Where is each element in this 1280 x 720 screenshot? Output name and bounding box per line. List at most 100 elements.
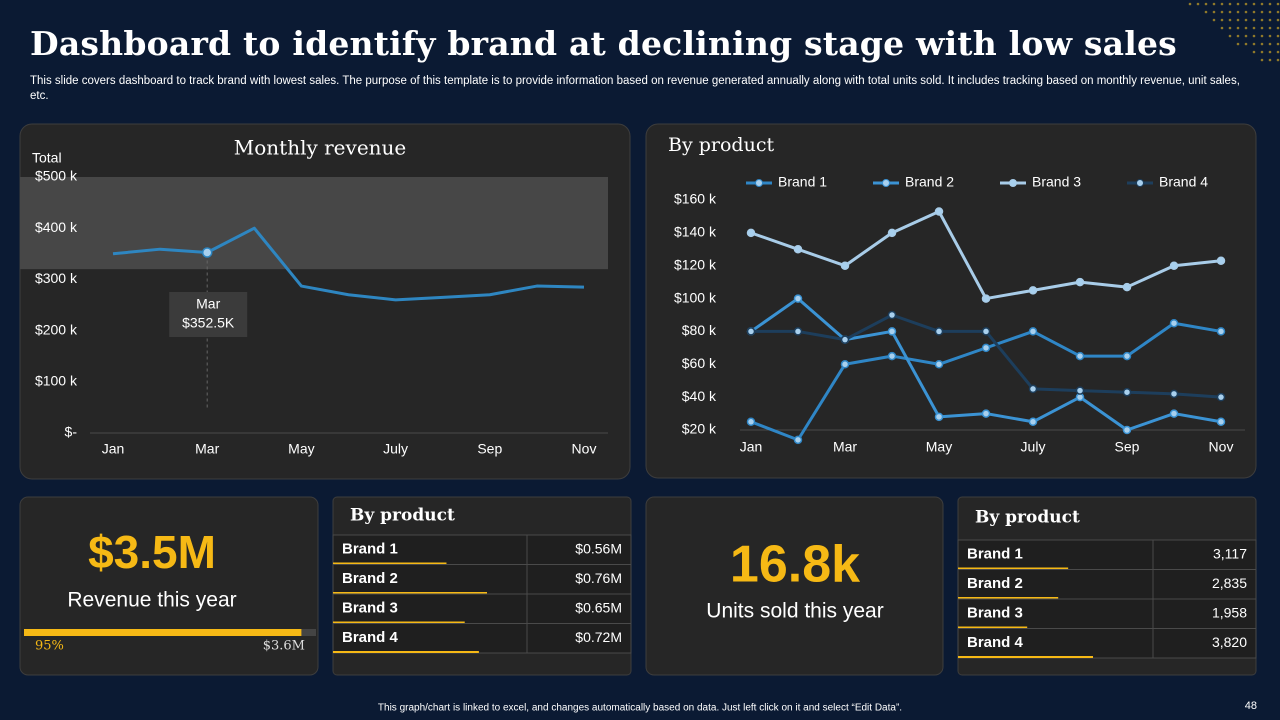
dot	[1244, 18, 1248, 22]
marker	[1028, 384, 1038, 394]
dot	[1268, 34, 1272, 38]
row-bar	[958, 597, 1059, 599]
row-label: Brand 3	[967, 605, 1023, 622]
marker	[887, 327, 897, 336]
marker	[887, 310, 897, 320]
row-bar	[333, 562, 447, 565]
dot	[1236, 2, 1240, 6]
legend-label: Brand 3	[1032, 174, 1081, 190]
dot	[1212, 10, 1216, 14]
y-tick-label: $100 k	[35, 373, 78, 389]
tooltip-value: $352.5K	[182, 315, 235, 331]
row-value: $0.65M	[575, 599, 622, 615]
dot	[1204, 10, 1208, 14]
chart-title: Monthly revenue	[234, 136, 407, 160]
progress-label: 95%	[35, 639, 64, 654]
y-tick-label: $80 k	[682, 322, 717, 338]
marker	[746, 327, 756, 336]
dot	[1268, 18, 1272, 22]
marker	[981, 294, 991, 303]
y-tick-label: $300 k	[35, 270, 78, 286]
x-tick-label: Mar	[195, 441, 219, 457]
title: Dashboard to identify brand at declining…	[30, 24, 1177, 63]
table-cell	[957, 539, 1154, 570]
dot-pattern	[1188, 2, 1280, 62]
marker	[981, 343, 991, 353]
row-label: Brand 1	[967, 546, 1023, 563]
marker	[840, 261, 850, 270]
legend-marker	[882, 179, 890, 187]
dot	[1244, 10, 1248, 14]
marker	[840, 360, 850, 369]
dot	[1228, 26, 1232, 30]
row-value: 2,835	[1212, 575, 1247, 591]
dot	[1236, 34, 1240, 38]
table-cell	[957, 569, 1154, 600]
table-cell	[332, 564, 528, 595]
y-tick-label: $-	[65, 424, 78, 440]
x-tick-label: Sep	[1115, 439, 1140, 455]
marker	[1075, 351, 1085, 361]
dot	[1252, 18, 1256, 22]
marker	[1169, 318, 1179, 328]
marker	[887, 351, 897, 361]
y-tick-label: $60 k	[682, 355, 717, 371]
table-cell	[526, 593, 632, 624]
marker	[934, 327, 944, 336]
dot	[1260, 42, 1264, 46]
marker	[934, 207, 944, 216]
marker	[1122, 351, 1132, 361]
x-tick-label: Nov	[572, 441, 597, 457]
dot	[1276, 18, 1280, 22]
marker	[981, 409, 991, 418]
row-label: Brand 2	[967, 575, 1023, 592]
dot	[1268, 2, 1272, 6]
marker	[1216, 392, 1226, 402]
table-cell	[332, 593, 528, 624]
marker	[1216, 327, 1226, 336]
row-bar	[333, 651, 479, 653]
dot	[1228, 18, 1232, 22]
highlight-marker	[201, 247, 213, 258]
x-tick-label: May	[288, 441, 314, 457]
x-tick-label: Jan	[102, 441, 125, 457]
dot	[1244, 42, 1248, 46]
dot	[1212, 18, 1216, 22]
legend-marker	[1009, 179, 1017, 187]
dot	[1268, 26, 1272, 30]
legend-label: Brand 4	[1159, 174, 1208, 190]
dot	[1260, 2, 1264, 6]
x-tick-label: Sep	[477, 441, 502, 457]
dot	[1252, 50, 1256, 54]
dot	[1252, 34, 1256, 38]
row-bar	[333, 621, 465, 624]
marker	[1028, 286, 1038, 295]
dot	[1228, 2, 1232, 6]
dot	[1236, 10, 1240, 14]
dot	[1268, 42, 1272, 46]
x-tick-label: Nov	[1209, 439, 1234, 455]
kpi-value: $3.5M	[88, 526, 216, 578]
marker	[1216, 256, 1226, 266]
kpi-value: 16.8k	[730, 536, 860, 594]
marker	[1075, 386, 1085, 395]
table-cell	[526, 623, 632, 654]
dot	[1260, 58, 1264, 62]
marker	[793, 435, 803, 445]
dot	[1260, 10, 1264, 14]
dot	[1252, 42, 1256, 46]
marker	[1028, 327, 1038, 336]
dot	[1220, 10, 1224, 14]
row-value: 1,958	[1212, 604, 1247, 620]
row-bar	[958, 656, 1093, 658]
legend-marker	[755, 179, 763, 187]
row-label: Brand 3	[342, 600, 398, 617]
dot	[1220, 26, 1224, 30]
row-value: 3,820	[1212, 634, 1247, 650]
dot	[1276, 50, 1280, 54]
highlight-band	[20, 177, 608, 270]
dot	[1212, 2, 1216, 6]
x-tick-label: Mar	[833, 439, 857, 455]
chart-title: By product	[668, 134, 774, 156]
dot	[1236, 26, 1240, 30]
